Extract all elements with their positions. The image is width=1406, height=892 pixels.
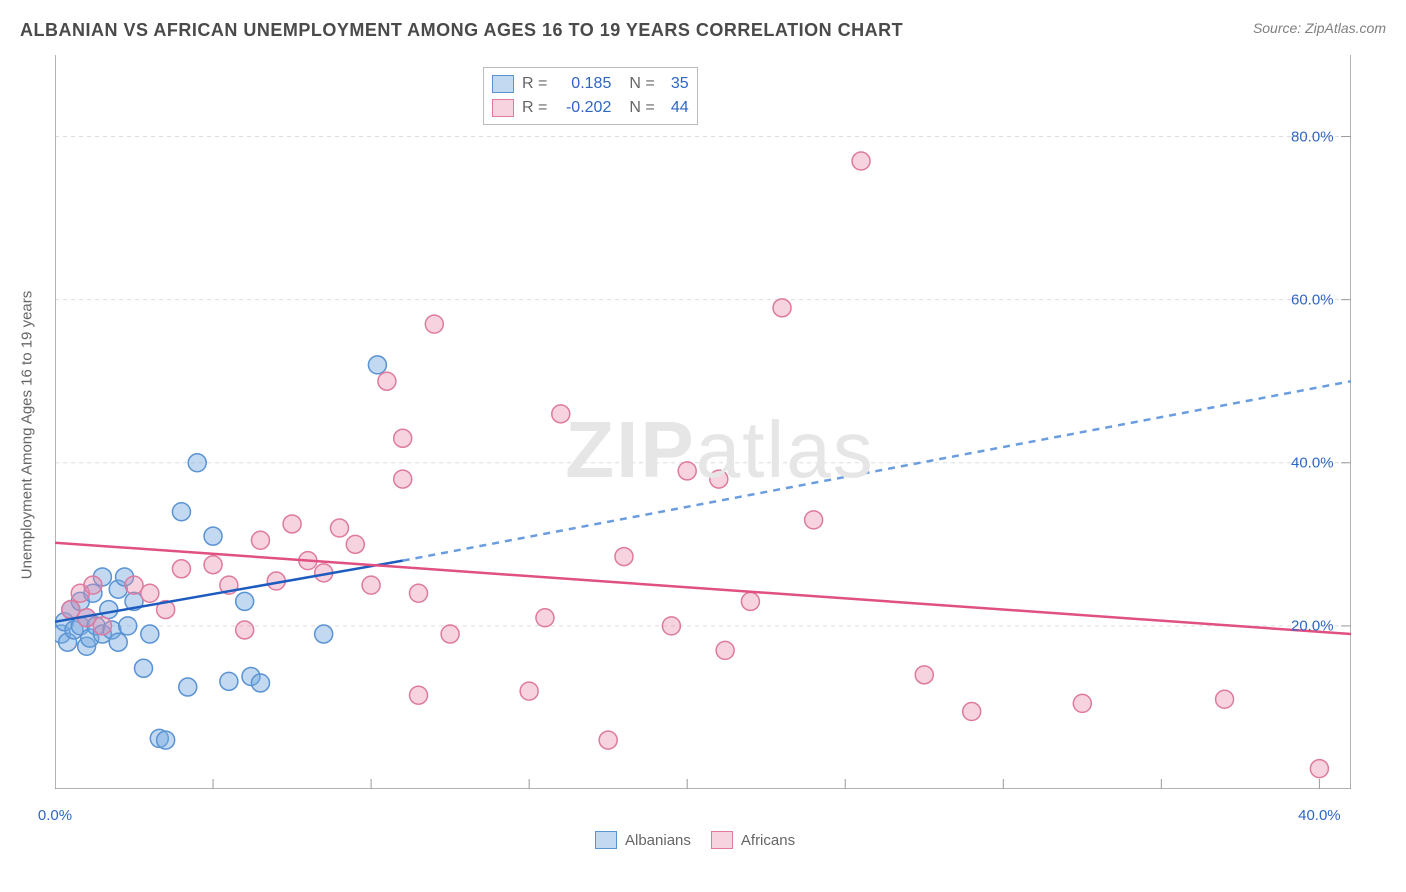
n-value: 44 bbox=[659, 99, 689, 117]
series-swatch bbox=[492, 99, 514, 117]
y-tick-label: 80.0% bbox=[1291, 128, 1334, 145]
stats-row: R =0.185 N = 35 bbox=[492, 72, 689, 96]
y-tick-label: 20.0% bbox=[1291, 617, 1334, 634]
legend-swatch bbox=[595, 831, 617, 849]
y-tick-label: 40.0% bbox=[1291, 454, 1334, 471]
legend-label: Albanians bbox=[625, 832, 691, 849]
stats-row: R =-0.202 N = 44 bbox=[492, 96, 689, 120]
series-legend: Albanians Africans bbox=[575, 831, 795, 849]
legend-label: Africans bbox=[741, 832, 795, 849]
r-value: 0.185 bbox=[551, 75, 611, 93]
n-value: 35 bbox=[659, 75, 689, 93]
y-axis-label: Unemployment Among Ages 16 to 19 years bbox=[19, 291, 36, 580]
n-label: N = bbox=[629, 99, 654, 117]
correlation-stats-box: R =0.185 N = 35 R =-0.202 N = 44 bbox=[483, 67, 698, 125]
x-tick-label: 40.0% bbox=[1298, 807, 1341, 824]
y-tick-label: 60.0% bbox=[1291, 291, 1334, 308]
series-swatch bbox=[492, 75, 514, 93]
source-label: Source: ZipAtlas.com bbox=[1253, 20, 1386, 36]
legend-swatch bbox=[711, 831, 733, 849]
scatter-chart bbox=[55, 55, 1351, 789]
plot-area: Unemployment Among Ages 16 to 19 years 0… bbox=[55, 55, 1385, 815]
r-label: R = bbox=[522, 75, 547, 93]
chart-title: ALBANIAN VS AFRICAN UNEMPLOYMENT AMONG A… bbox=[20, 20, 903, 40]
r-value: -0.202 bbox=[551, 99, 611, 117]
r-label: R = bbox=[522, 99, 547, 117]
n-label: N = bbox=[629, 75, 654, 93]
x-tick-label: 0.0% bbox=[38, 807, 72, 824]
